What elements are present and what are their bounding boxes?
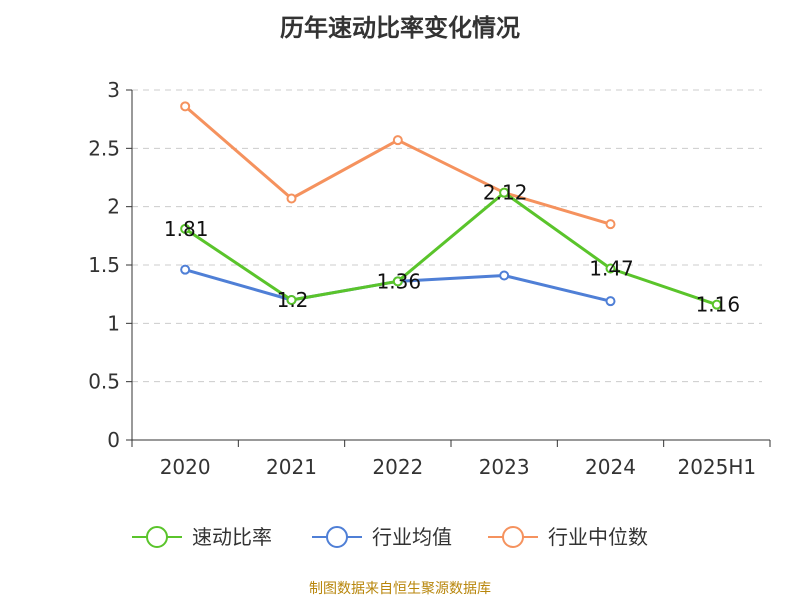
data-label: 1.2 [277,288,309,312]
data-label: 1.36 [377,269,422,293]
data-label: 1.16 [696,293,741,317]
data-labels: 1.81 1.2 1.36 2.12 1.47 1.16 [164,181,740,317]
y-tick-label: 0 [107,428,120,452]
legend-label: 速动比率 [192,525,272,549]
data-point [392,276,403,287]
data-point [180,264,191,275]
legend-label: 行业均值 [372,525,452,549]
y-tick-label: 1.5 [88,253,120,277]
y-tick-label: 1 [107,311,120,335]
axes: 0 0.5 1 1.5 2 2.5 3 2020 2021 2022 2023 2024 2025H1 [88,78,771,479]
data-point [499,187,510,198]
y-tick-label: 2 [107,195,120,219]
data-label: 2.12 [483,181,528,205]
legend-label: 行业中位数 [548,525,648,549]
data-point [605,219,616,230]
legend-item-2[interactable]: 行业均值 [312,525,452,549]
data-label: 1.81 [164,217,209,241]
x-tick-label: 2023 [479,455,530,479]
series-line-1 [184,191,718,307]
legend-item-3[interactable]: 行业中位数 [488,525,648,549]
data-point [499,270,510,281]
y-tick-label: 0.5 [88,370,120,394]
data-label: 1.47 [589,257,634,281]
legend-item-1[interactable]: 速动比率 [132,525,272,549]
x-tick-label: 2024 [585,455,636,479]
data-point [711,299,722,310]
legend-marker [326,526,348,548]
series-lines [180,101,722,310]
x-tick-label: 2021 [266,455,317,479]
y-tick-label: 3 [107,78,120,102]
data-point [286,295,297,305]
x-tick-label: 2025H1 [677,455,756,479]
data-point [286,193,297,204]
legend[interactable]: 速动比率 行业均值 行业中位数 [132,525,648,549]
data-point [180,101,191,112]
grid-lines [132,89,762,383]
y-tick-label: 2.5 [88,136,120,160]
data-point [605,263,616,274]
data-point [605,296,616,307]
legend-marker [146,526,168,548]
source-note: 制图数据来自恒生聚源数据库 [309,581,491,597]
x-tick-label: 2022 [372,455,423,479]
chart-title: 历年速动比率变化情况 [280,14,520,42]
data-point [392,135,403,146]
legend-marker [502,526,524,548]
x-tick-label: 2020 [160,455,211,479]
data-point [180,223,191,234]
